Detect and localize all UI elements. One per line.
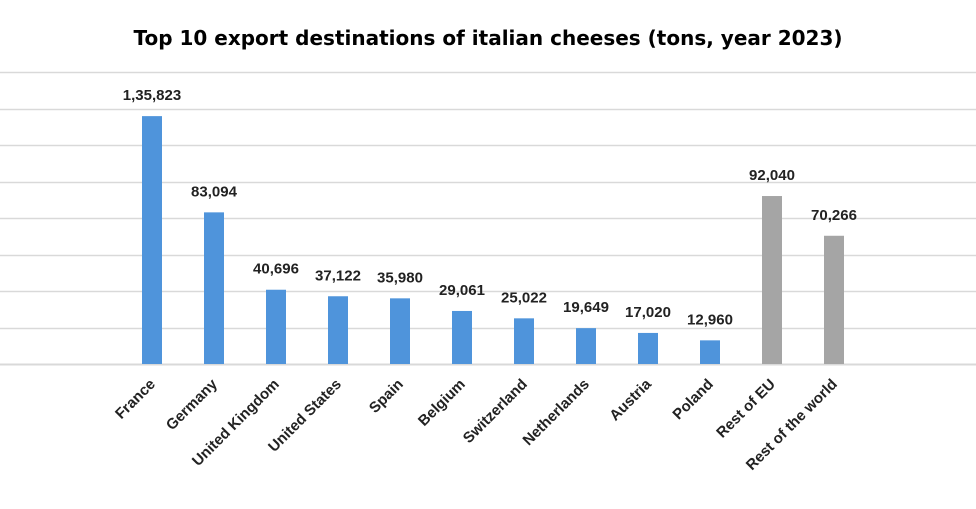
data-label: 17,020 — [625, 304, 671, 321]
bar — [266, 289, 286, 364]
data-label: 19,649 — [563, 299, 609, 316]
bar — [204, 212, 224, 364]
x-tick-label: Poland — [669, 376, 716, 423]
bar — [824, 235, 844, 364]
data-label: 83,094 — [191, 183, 238, 200]
data-labels: 1,35,823 83,094 40,696 37,122 35,980 29,061 25… — [123, 87, 857, 328]
x-tick-label: Austria — [606, 375, 655, 424]
bar — [700, 340, 720, 364]
x-tick-label: Rest of EU — [713, 376, 779, 442]
data-label: 70,266 — [811, 207, 857, 224]
data-label: 25,022 — [501, 289, 547, 306]
x-tick-label: France — [112, 376, 159, 423]
data-label: 29,061 — [439, 282, 485, 299]
gridlines — [0, 71, 976, 366]
data-label: 37,122 — [315, 267, 361, 284]
bars — [142, 116, 844, 365]
data-label: 92,040 — [749, 167, 795, 184]
bar — [328, 296, 348, 364]
x-tick-label: Belgium — [415, 376, 469, 430]
data-label: 35,980 — [377, 269, 423, 286]
bar — [514, 318, 534, 364]
bar — [390, 298, 410, 364]
bar — [638, 332, 658, 364]
bar — [452, 310, 472, 364]
bar — [142, 116, 162, 365]
x-tick-label: Germany — [163, 375, 221, 433]
data-label: 1,35,823 — [123, 87, 181, 104]
bar — [762, 196, 782, 364]
bar — [576, 328, 596, 364]
data-label: 12,960 — [687, 311, 733, 328]
chart-title: Top 10 export destinations of italian ch… — [133, 26, 843, 50]
x-tick-label: Spain — [366, 376, 407, 417]
x-tick-label: Netherlands — [519, 376, 592, 449]
data-label: 40,696 — [253, 261, 299, 278]
